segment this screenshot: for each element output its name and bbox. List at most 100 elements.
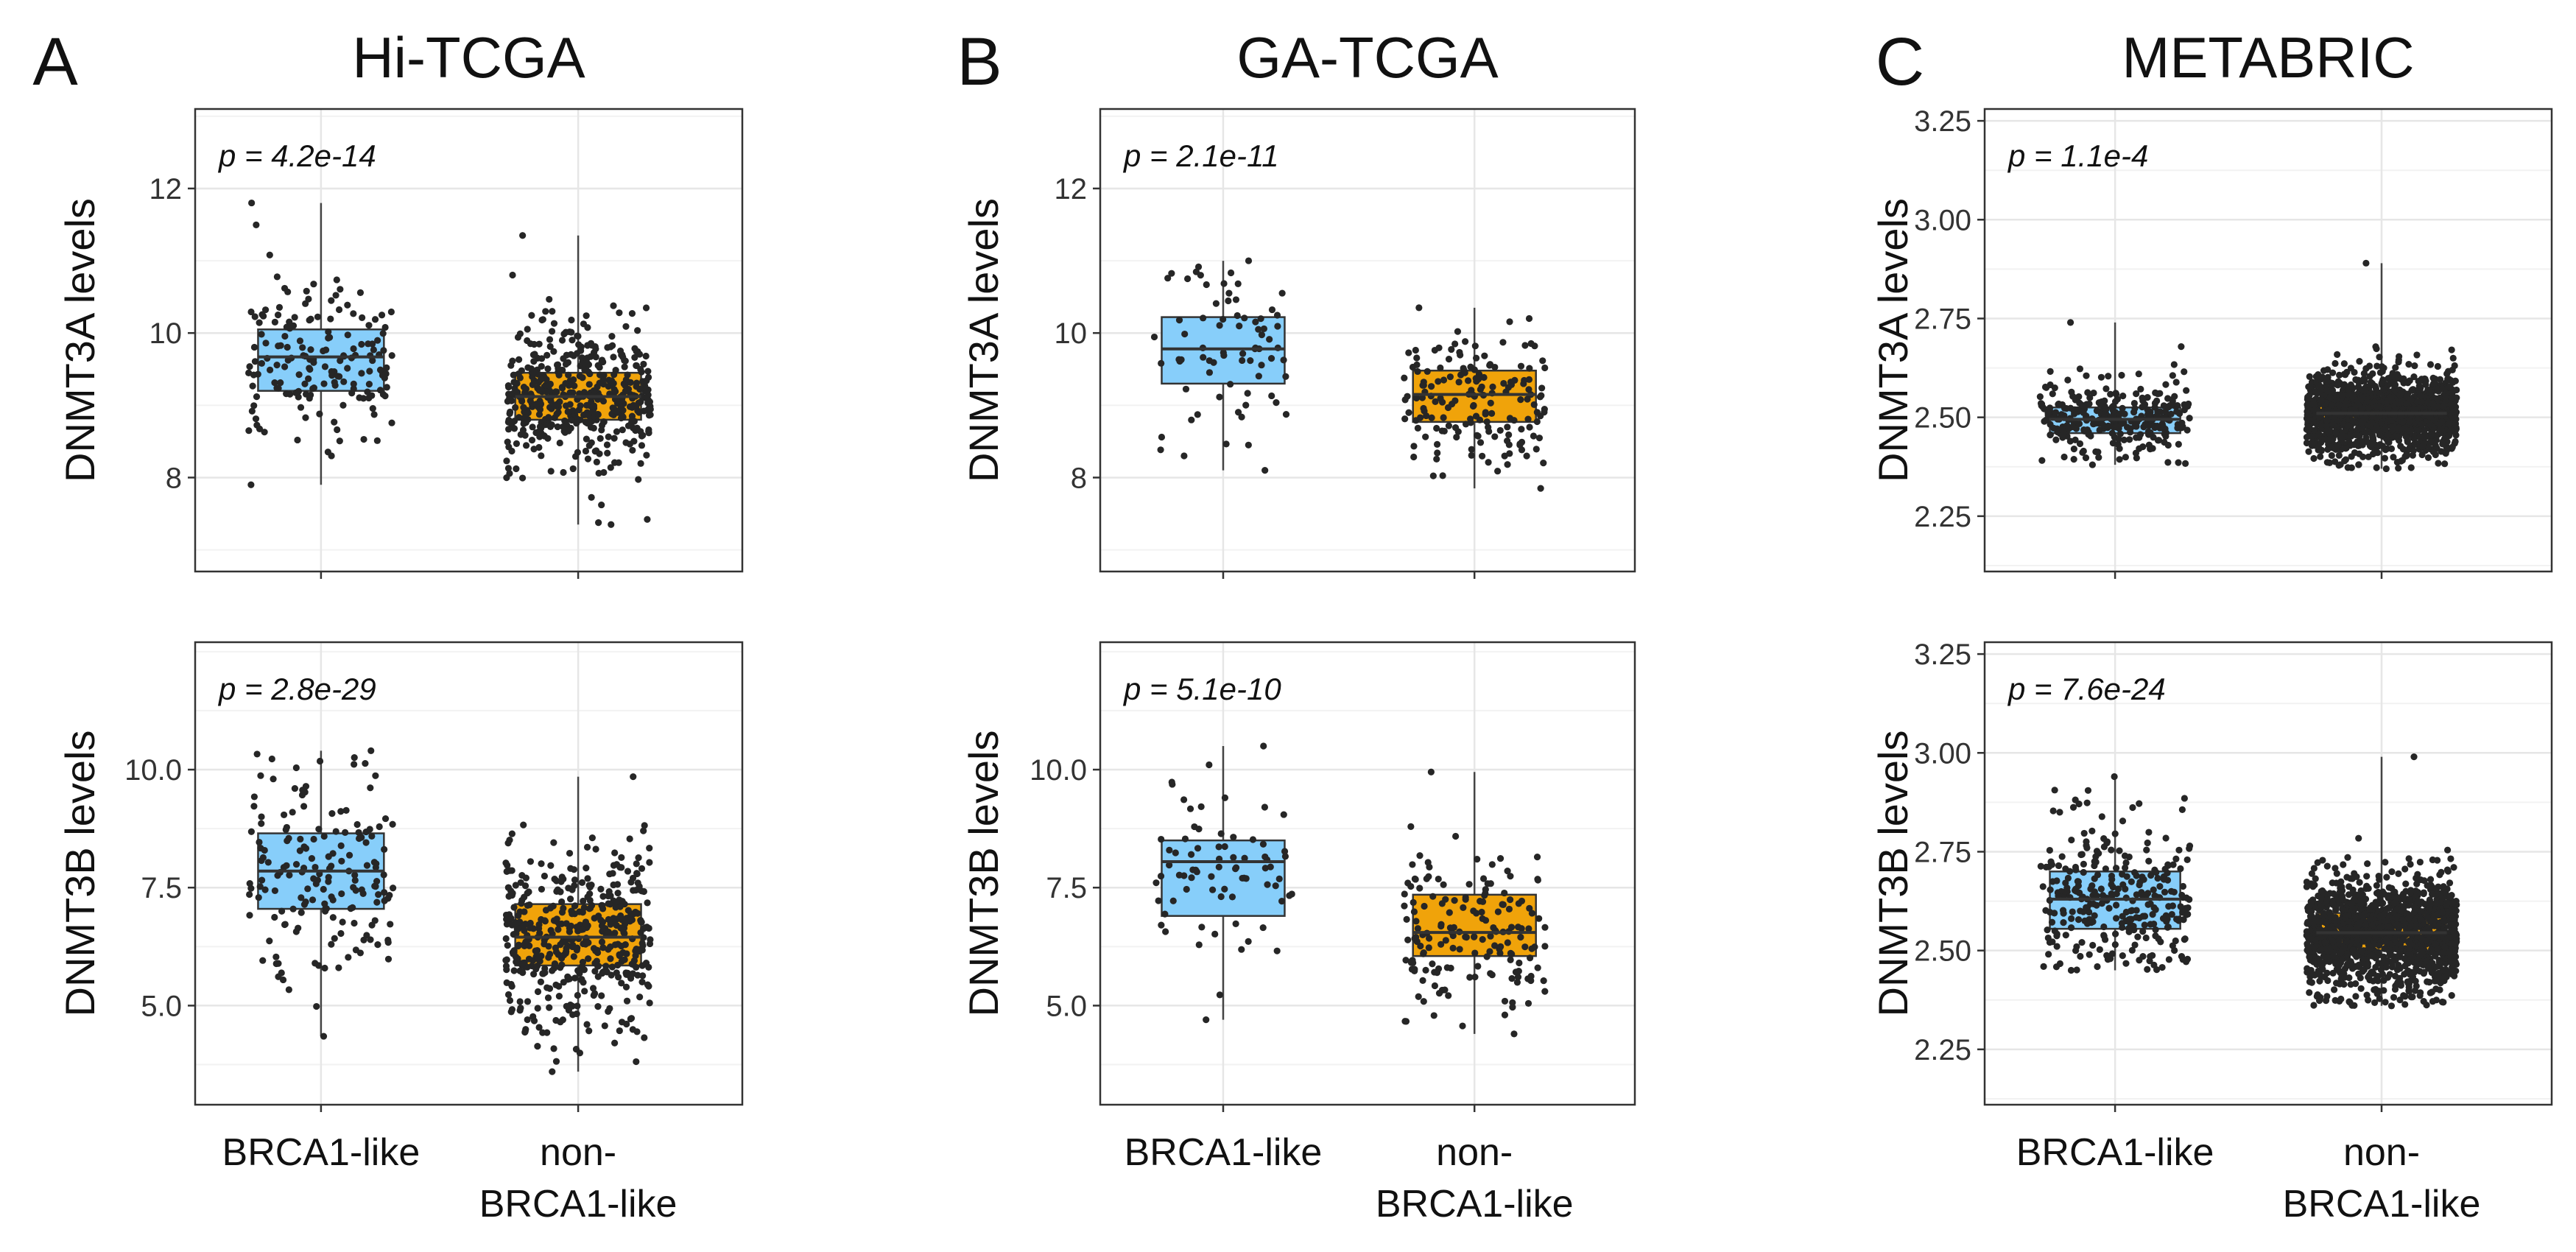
data-point [582, 918, 590, 926]
data-point [517, 431, 524, 438]
data-point [583, 843, 591, 851]
data-point [2416, 934, 2424, 942]
data-point [1452, 832, 1460, 840]
data-point [2047, 886, 2054, 893]
data-point [583, 312, 590, 320]
data-point [2336, 997, 2343, 1005]
data-point [2418, 451, 2426, 459]
data-point [1197, 272, 1204, 279]
data-point [1418, 394, 1426, 401]
data-point [635, 854, 642, 862]
data-point [570, 866, 578, 873]
data-point [350, 380, 357, 387]
data-point [2349, 391, 2357, 398]
data-point [537, 400, 545, 408]
data-point [2102, 865, 2109, 873]
data-point [2055, 892, 2062, 899]
data-point [2116, 847, 2123, 854]
data-point [1155, 897, 1162, 904]
data-point [608, 963, 616, 971]
data-point [378, 312, 386, 319]
data-point [1440, 881, 1447, 888]
data-point [2401, 453, 2409, 460]
data-point [598, 938, 606, 946]
data-point [574, 417, 582, 424]
data-point [247, 481, 255, 488]
data-point [2401, 1001, 2409, 1008]
data-point [356, 394, 363, 401]
data-point [513, 465, 520, 473]
data-point [531, 351, 538, 358]
data-point [2344, 464, 2351, 471]
data-point [2082, 454, 2090, 462]
data-point [1445, 992, 1452, 999]
data-point [1225, 289, 1233, 297]
data-point [563, 945, 570, 952]
data-point [1481, 352, 1488, 359]
data-point [521, 1027, 529, 1035]
data-point [337, 929, 345, 938]
data-point [336, 373, 343, 380]
data-point [362, 759, 369, 767]
data-point [2181, 368, 2188, 376]
data-point [2335, 371, 2343, 379]
data-point [2444, 846, 2452, 854]
data-point [1468, 446, 1475, 453]
data-point [2152, 389, 2159, 396]
y-tick-label: 12 [1055, 173, 1088, 205]
data-point [555, 982, 563, 990]
data-point [2447, 401, 2454, 408]
data-point [2449, 393, 2456, 400]
data-point [552, 388, 560, 395]
data-point [605, 1007, 612, 1015]
data-point [1478, 908, 1485, 916]
data-point [1525, 376, 1532, 383]
data-point [610, 370, 618, 379]
data-point [591, 990, 599, 997]
data-point [2332, 865, 2339, 872]
data-point [2429, 856, 2436, 864]
data-point [2098, 899, 2105, 907]
data-point [515, 356, 523, 363]
panel-border [1099, 108, 1636, 573]
data-point [2382, 446, 2389, 454]
data-point [2414, 398, 2421, 406]
data-point [2332, 359, 2339, 367]
data-point [1404, 393, 1411, 400]
data-point [2184, 904, 2192, 912]
data-point [638, 940, 646, 947]
data-point [1234, 409, 1242, 416]
x-category-label-line2: BRCA1-like [1376, 1183, 1574, 1225]
data-point [516, 330, 524, 337]
data-point [1221, 794, 1229, 801]
data-point [644, 899, 651, 907]
data-point [2178, 424, 2185, 432]
data-point [2334, 381, 2342, 389]
data-point [384, 939, 392, 946]
data-point [292, 764, 300, 772]
y-tick-label: 10 [1055, 317, 1088, 350]
data-point [2103, 838, 2111, 845]
data-point [2447, 426, 2454, 434]
data-point [1471, 342, 1479, 350]
data-point [2447, 855, 2454, 862]
data-point [376, 366, 384, 373]
data-point [2090, 389, 2097, 397]
data-point [2369, 435, 2376, 442]
data-point [2328, 443, 2335, 451]
data-point [574, 991, 581, 999]
data-point [1483, 418, 1491, 426]
data-point [1432, 398, 1439, 405]
data-point [2338, 435, 2346, 443]
data-point [2382, 465, 2390, 473]
data-point [2139, 891, 2146, 898]
data-point [1264, 881, 1271, 888]
data-point [638, 978, 646, 986]
data-point [535, 1024, 543, 1031]
data-point [2114, 440, 2122, 448]
data-point [534, 1005, 541, 1012]
data-point [569, 337, 576, 344]
data-point [337, 357, 344, 365]
data-point [2093, 901, 2100, 909]
